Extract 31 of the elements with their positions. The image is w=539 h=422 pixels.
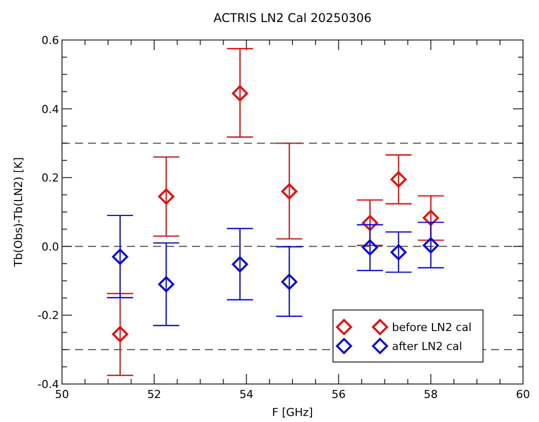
point	[158, 276, 174, 292]
x-tick-label: 54	[239, 388, 254, 401]
point	[422, 237, 439, 254]
point	[112, 326, 128, 342]
x-tick-label: 60	[516, 388, 530, 401]
point	[232, 256, 248, 272]
y-tick-label: -0.2	[38, 309, 59, 322]
point	[362, 215, 378, 232]
y-tick-label: -0.4	[38, 378, 59, 391]
point	[232, 85, 248, 102]
y-tick-label: 0.6	[42, 34, 59, 47]
y-tick-label: 0.0	[42, 240, 59, 254]
y-axis-title: Tb(Obs)-Tb(LN2) [K]	[12, 157, 25, 268]
x-tick-label: 50	[55, 388, 69, 401]
point	[390, 171, 407, 188]
point	[281, 274, 298, 290]
point	[281, 183, 298, 200]
point	[158, 188, 174, 205]
chart-title: ACTRIS LN2 Cal 20250306	[213, 11, 372, 25]
point	[422, 210, 439, 226]
point	[390, 244, 407, 260]
legend-label: after LN2 cal	[392, 340, 462, 353]
legend-label: before LN2 cal	[392, 321, 472, 334]
x-tick-label: 52	[147, 388, 162, 401]
y-tick-label: 0.4	[42, 102, 59, 116]
x-axis-title: F [GHz]	[272, 406, 313, 419]
point	[362, 239, 378, 256]
point	[112, 248, 128, 265]
x-tick-label: 58	[424, 388, 438, 401]
y-tick-label: 0.2	[42, 172, 59, 185]
x-tick-label: 56	[332, 388, 346, 401]
